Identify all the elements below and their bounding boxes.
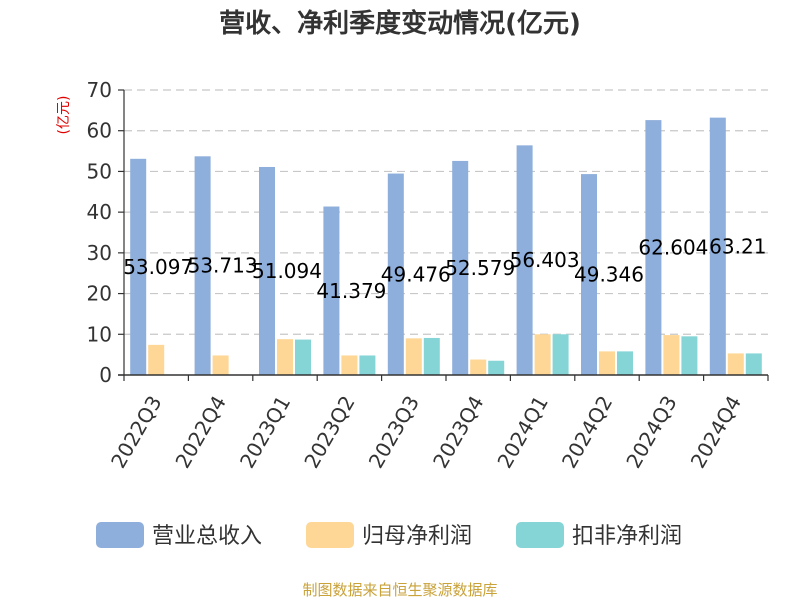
bar-归母净利润-2023Q3 (405, 338, 422, 375)
data-label: 41.379 (316, 279, 386, 303)
bar-扣非净利润-2024Q2 (617, 351, 633, 375)
bar-营业总收入-2024Q2 (581, 174, 597, 375)
legend-item[interactable]: 扣非净利润 (516, 522, 682, 549)
y-tick-label: 50 (87, 159, 112, 183)
data-label: 52.579 (445, 256, 515, 280)
legend-item[interactable]: 营业总收入 (96, 522, 262, 549)
bar-归母净利润-2024Q2 (599, 351, 615, 375)
bar-归母净利润-2024Q4 (727, 353, 744, 375)
bar-营业总收入-2023Q3 (387, 173, 404, 375)
bar-扣非净利润-2023Q4 (488, 360, 505, 375)
y-axis-unit: (亿元) (56, 96, 72, 135)
x-axis (118, 90, 769, 381)
legend-swatch (96, 522, 144, 548)
bar-营业总收入-2024Q3 (645, 120, 662, 375)
bar-扣非净利润-2023Q3 (423, 337, 440, 375)
bar-归母净利润-2023Q4 (470, 359, 487, 375)
data-label: 63.21 (709, 234, 766, 258)
bar-营业总收入-2024Q4 (709, 117, 726, 376)
bar-扣非净利润-2023Q2 (359, 355, 376, 375)
bars (130, 117, 762, 376)
source-note: 制图数据来自恒生聚源数据库 (302, 581, 497, 599)
data-label: 56.403 (510, 248, 580, 272)
x-tick-label: 2023Q3 (364, 392, 424, 473)
x-tick-label: 2023Q4 (428, 392, 488, 473)
bar-归母净利润-2023Q2 (341, 355, 358, 375)
chart-title: 营收、净利季度变动情况(亿元) (219, 8, 581, 39)
x-tick-label: 2024Q3 (621, 392, 681, 473)
y-tick-label: 70 (87, 78, 112, 102)
legend-label: 营业总收入 (152, 524, 262, 549)
grid-lines (124, 89, 768, 335)
x-tick-label: 2023Q1 (235, 392, 295, 473)
bar-扣非净利润-2024Q4 (745, 353, 762, 375)
bar-扣非净利润-2024Q1 (552, 334, 569, 375)
bar-扣非净利润-2024Q3 (681, 336, 698, 375)
x-tick-label: 2022Q4 (170, 392, 230, 473)
data-labels: 53.09753.71351.09441.37949.47652.57956.4… (123, 234, 766, 302)
bar-归母净利润-2023Q1 (277, 339, 293, 375)
bar-归母净利润-2022Q3 (148, 344, 165, 375)
bar-营业总收入-2023Q2 (323, 206, 340, 375)
legend: 营业总收入 归母净利润 扣非净利润 (96, 522, 682, 549)
x-tick-label: 2024Q1 (492, 392, 552, 473)
legend-swatch (516, 522, 564, 548)
y-tick-label: 30 (87, 241, 112, 265)
x-tick-label: 2024Q4 (686, 392, 746, 473)
y-tick-label: 40 (87, 200, 112, 224)
data-label: 62.604 (638, 236, 708, 260)
legend-swatch (306, 522, 354, 548)
y-axis-ticks: 0 10 20 30 40 50 60 70 (87, 78, 124, 387)
legend-label: 扣非净利润 (572, 524, 682, 549)
bar-营业总收入-2022Q4 (194, 156, 211, 375)
bar-归母净利润-2024Q3 (663, 335, 680, 375)
bar-扣非净利润-2023Q1 (295, 339, 311, 375)
bar-归母净利润-2022Q4 (212, 355, 229, 375)
y-tick-label: 60 (87, 119, 112, 143)
data-label: 49.476 (381, 262, 451, 286)
bar-营业总收入-2023Q4 (452, 160, 469, 375)
legend-label: 归母净利润 (362, 524, 472, 549)
data-label: 49.346 (574, 263, 644, 287)
bar-营业总收入-2022Q3 (130, 158, 147, 375)
data-label: 51.094 (252, 259, 322, 283)
data-label: 53.713 (188, 254, 258, 278)
x-tick-label: 2022Q3 (106, 392, 166, 473)
legend-item[interactable]: 归母净利润 (306, 522, 472, 549)
bar-归母净利润-2024Q1 (534, 334, 551, 375)
y-tick-label: 20 (87, 282, 112, 306)
bar-营业总收入-2023Q1 (259, 166, 275, 375)
y-tick-label: 0 (99, 363, 112, 387)
bar-营业总收入-2024Q1 (516, 145, 533, 375)
x-tick-label: 2024Q2 (557, 392, 617, 473)
x-tick-label: 2023Q2 (299, 392, 359, 473)
data-label: 53.097 (123, 255, 193, 279)
y-tick-label: 10 (87, 322, 112, 346)
x-axis-tick-labels: 2022Q3 2022Q4 2023Q1 2023Q2 2023Q3 2023Q4 2024… (106, 392, 746, 473)
